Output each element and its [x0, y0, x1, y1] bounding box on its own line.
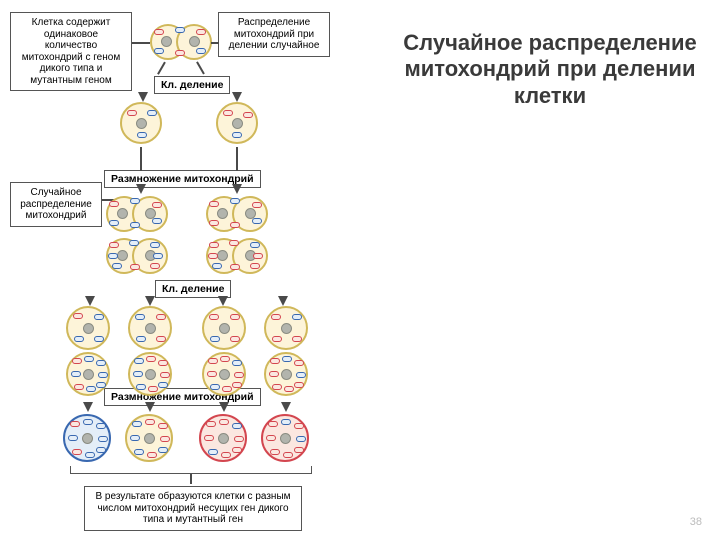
cell-div2-2 [128, 306, 172, 350]
cell-div2-4 [264, 306, 308, 350]
arrow [140, 147, 142, 171]
cell-rep2b-1 [66, 352, 110, 396]
label-box-random-dist: Распределение митохондрий при делении сл… [218, 12, 330, 57]
cell-div1-right [216, 102, 258, 144]
cell-final-2 [125, 414, 173, 462]
cell-rep2b-4 [264, 352, 308, 396]
main-title: Случайное распределение митохондрий при … [400, 30, 700, 109]
result-bracket [70, 466, 312, 474]
cell-rep2b-2 [128, 352, 172, 396]
cell-div1-left [120, 102, 162, 144]
diagram-area: Клетка содержит одинаковое количество ми… [10, 4, 370, 534]
page-number: 38 [690, 516, 702, 528]
cell-div2-3 [202, 306, 246, 350]
cell-rep2b-3 [202, 352, 246, 396]
cell-final-3 [199, 414, 247, 462]
cell-div2-1 [66, 306, 110, 350]
label-box-result: В результате образуются клетки с разным … [84, 486, 302, 531]
cell-final-1 [63, 414, 111, 462]
cell-final-4 [261, 414, 309, 462]
label-box-initial: Клетка содержит одинаковое количество ми… [10, 12, 132, 91]
stage-label-div-1: Кл. деление [154, 76, 230, 94]
label-box-random-seg: Случайное распределение митохондрий [10, 182, 102, 227]
